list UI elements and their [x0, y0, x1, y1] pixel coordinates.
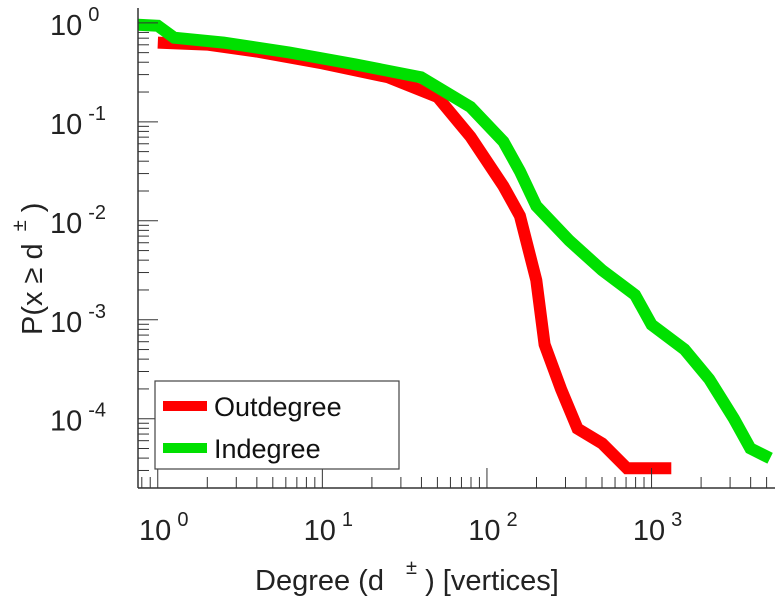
x-tick-label-base: 10 — [468, 515, 500, 547]
series-line-indegree — [137, 18, 773, 464]
axes-layer — [137, 8, 775, 489]
y-tick-label-exponent: -4 — [88, 400, 106, 422]
x-axis-title-post: ) [vertices] — [425, 565, 559, 597]
y-tick-label-exponent: -1 — [88, 103, 106, 125]
x-tick-label-exponent: 3 — [671, 509, 682, 531]
x-tick-label-exponent: 0 — [177, 509, 188, 531]
x-axis-title-sup: ± — [406, 557, 417, 579]
y-tick-label-exponent: -2 — [88, 202, 106, 224]
x-axis-title-pre: Degree (d — [255, 565, 384, 597]
x-tick-label-exponent: 2 — [507, 509, 518, 531]
y-tick-label: 10 -1 — [50, 103, 106, 141]
y-tick-label-exponent: 0 — [88, 4, 99, 26]
y-axis-title-post: ) — [17, 203, 49, 213]
x-tick-label-base: 10 — [633, 515, 665, 547]
y-tick-label-base: 10 — [50, 10, 82, 42]
y-axis-title: P(x ≥ d ± ) — [1, 203, 49, 335]
legend: Outdegree Indegree — [154, 380, 400, 470]
tick-labels: 10 0 10 -1 10 -2 10 -3 10 -4 10 0 10 1 10 2 10 3 — [50, 4, 682, 547]
y-axis-title-sup: ± — [9, 220, 31, 231]
legend-label-indegree: Indegree — [214, 434, 321, 464]
minor-ticks — [138, 26, 768, 489]
x-tick-label: 10 1 — [304, 509, 353, 547]
x-tick-label-exponent: 1 — [342, 509, 353, 531]
x-tick-label: 10 3 — [633, 509, 682, 547]
legend-box — [154, 380, 400, 470]
y-tick-label-exponent: -3 — [88, 301, 106, 323]
y-tick-label: 10 -2 — [50, 202, 106, 240]
x-tick-label-base: 10 — [139, 515, 171, 547]
x-tick-label: 10 0 — [139, 509, 188, 547]
y-tick-label: 10 0 — [50, 4, 99, 42]
y-tick-label-base: 10 — [50, 307, 82, 339]
x-axis-title: Degree (d ± ) [vertices] — [255, 549, 559, 597]
x-tick-label: 10 2 — [468, 509, 517, 547]
x-tick-label-base: 10 — [304, 515, 336, 547]
y-tick-label-base: 10 — [50, 208, 82, 240]
y-tick-label: 10 -4 — [50, 400, 106, 438]
y-tick-label: 10 -3 — [50, 301, 106, 339]
y-axis-title-pre: P(x ≥ d — [17, 243, 49, 335]
y-tick-label-base: 10 — [50, 406, 82, 438]
legend-label-outdegree: Outdegree — [214, 392, 342, 422]
series-layer — [137, 18, 773, 475]
y-tick-label-base: 10 — [50, 109, 82, 141]
